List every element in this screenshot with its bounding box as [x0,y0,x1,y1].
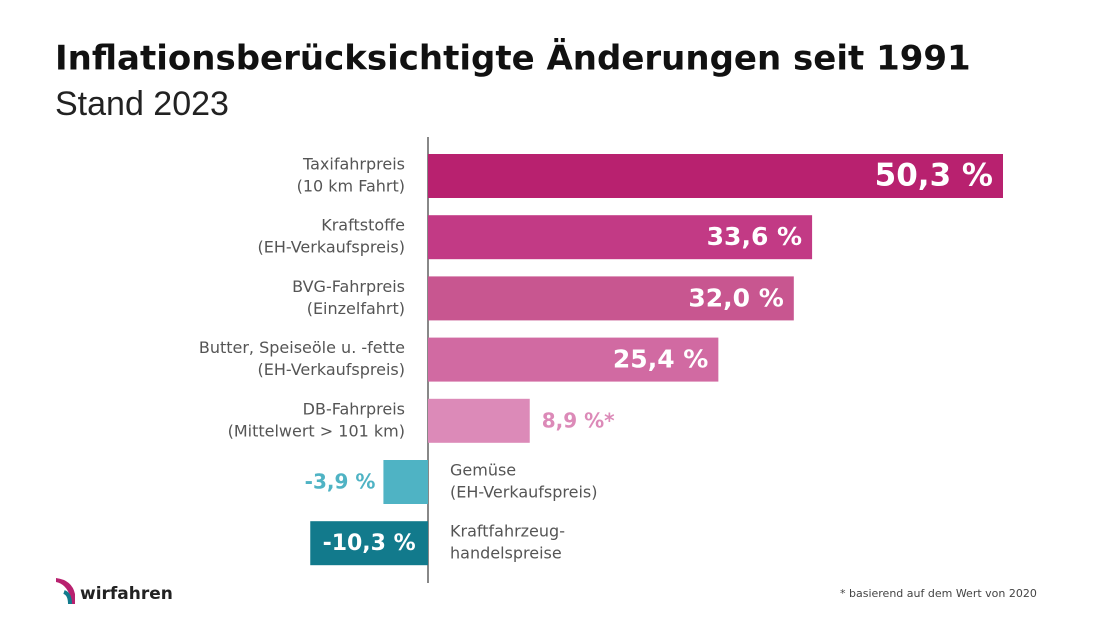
category-label: Kraftstoffe [321,216,405,235]
value-label: 50,3 % [875,158,993,194]
bar [428,154,1003,198]
chart-subtitle: Stand 2023 [55,85,229,123]
category-label: Kraftfahrzeug- [450,522,565,541]
category-label: (Mittelwert > 101 km) [228,421,405,440]
logo-mark [63,590,72,605]
bar [310,521,428,566]
value-label: -3,9 % [305,470,376,494]
category-label: (10 km Fahrt) [297,177,405,196]
bar [428,276,794,321]
category-label: (EH-Verkaufspreis) [258,360,406,379]
bar [383,460,428,504]
value-label: 8,9 %* [542,408,615,432]
category-label: Taxifahrpreis [302,155,405,174]
footnote: * basierend auf dem Wert von 2020 [840,587,1037,600]
bar [428,337,719,382]
category-label: DB-Fahrpreis [303,399,405,418]
category-label: (EH-Verkaufspreis) [258,238,406,257]
value-label: 32,0 % [688,283,783,312]
logo-text: wirfahren [80,584,173,604]
value-label: 33,6 % [707,222,802,251]
category-label: Gemüse [450,461,516,480]
bar [428,215,813,260]
bar [428,398,530,443]
category-label: (EH-Verkaufspreis) [450,483,598,502]
category-label: handelspreise [450,544,562,563]
category-label: BVG-Fahrpreis [292,277,405,296]
value-label: -10,3 % [323,531,416,556]
logo: wirfahren [56,578,173,605]
category-label: Butter, Speiseöle u. -fette [199,338,405,357]
chart-title: Inflationsberücksichtigte Änderungen sei… [55,38,971,79]
value-label: 25,4 % [613,345,708,374]
category-label: (Einzelfahrt) [307,299,405,318]
